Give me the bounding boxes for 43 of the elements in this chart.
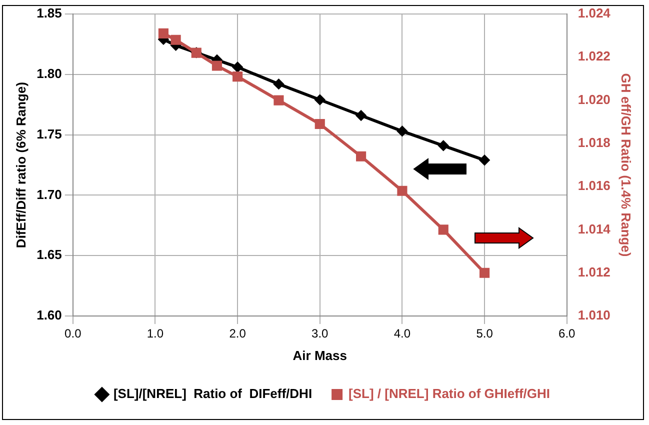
y2-tick-label: 1.010 [578,308,610,323]
point [232,72,243,82]
legend-label: [SL]/[NREL] Ratio of DIFeff/DHI [113,386,312,402]
y2-tick-label: 1.014 [578,221,612,236]
point [397,126,408,136]
x-tick-label: 1.0 [146,326,164,341]
y-tick-label: 1.80 [36,66,62,81]
y2-tick-label: 1.024 [578,6,612,21]
point [314,94,325,105]
y2-tick-label: 1.012 [578,264,610,280]
y-axis-title: DifEff/Diff ratio (6% Range) [13,82,28,248]
x-tick-label: 2.0 [229,326,246,341]
x-tick-label: 6.0 [558,326,576,341]
x-tick-label: 3.0 [312,326,329,341]
point [232,62,243,72]
point [274,95,284,106]
point [314,118,325,130]
x-tick-label: 0.0 [64,326,82,341]
point [356,110,366,120]
y2-tick-label: 1.020 [578,92,610,107]
y2-axis-title: GH eff/GH Ratio (1.4% Range) [618,73,634,257]
y2-tick-label: 1.016 [578,178,610,194]
point [212,60,222,71]
point [480,155,490,166]
x-tick-label: 5.0 [476,326,494,341]
y-tick-label: 1.70 [36,186,62,202]
point [274,79,284,90]
y-tick-label: 1.75 [36,126,62,142]
point [397,186,408,196]
y2-tick-label: 1.018 [578,135,610,150]
point [438,224,448,235]
y-tick-label: 1.60 [36,308,62,323]
point [170,34,181,45]
y-tick-label: 1.85 [36,6,62,21]
y-tick-label: 1.65 [36,247,62,262]
point [158,28,168,38]
x-tick-label: 4.0 [394,326,411,341]
point [356,151,366,162]
point [438,140,448,151]
x-axis-title: Air Mass [292,348,347,363]
point [480,268,490,278]
legend-label: [SL] / [NREL] Ratio of GHIeff/GHI [348,386,550,402]
y2-tick-label: 1.022 [578,48,610,64]
